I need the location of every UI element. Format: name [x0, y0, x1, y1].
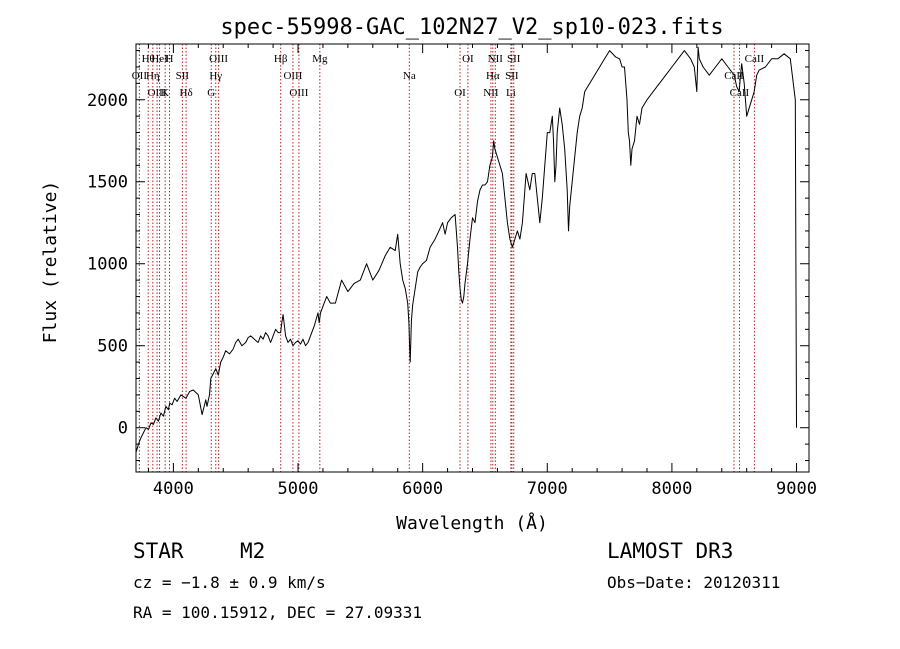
marker-label: Hβ: [274, 53, 288, 65]
marker-label: Hδ: [180, 87, 193, 99]
x-axis-label: Wavelength (Å): [396, 512, 548, 534]
object-subclass: M2: [240, 539, 266, 563]
marker-label: OIII: [148, 87, 167, 99]
y-tick-label: 0: [118, 419, 128, 439]
y-axis-ticks: 0 500 1000 1500 2000: [87, 50, 809, 462]
marker-label: NII: [488, 53, 504, 65]
y-tick-label: 500: [97, 337, 128, 357]
x-tick-label: 6000: [402, 479, 443, 499]
chart-title: spec-55998-GAC_102N27_V2_sp10-023.fits: [220, 15, 723, 40]
marker-label: SII: [176, 70, 190, 82]
x-tick-label: 4000: [153, 479, 194, 499]
redshift-cz: cz = −1.8 ± 0.9 km/s: [133, 573, 326, 592]
marker-label: H: [166, 53, 174, 65]
marker-label: Hθ: [142, 53, 155, 65]
x-tick-label: 9000: [776, 479, 817, 499]
marker-label: Li: [506, 87, 516, 99]
marker-label: OIII: [209, 53, 228, 65]
marker-label: Mg: [312, 53, 328, 65]
marker-label: SII: [505, 70, 519, 82]
y-axis-label: Flux (relative): [40, 181, 61, 344]
y-tick-label: 1500: [87, 173, 128, 193]
marker-label: G: [207, 87, 215, 99]
y-tick-label: 1000: [87, 255, 128, 275]
x-axis-ticks: 4000 5000 6000 7000 8000 9000: [147, 44, 817, 499]
observation-date: Obs−Date: 20120311: [607, 573, 781, 592]
emission-line-labels: HθOIIOIIIHeIHηKHSIIHδOIIIHγGHβOIIIOIIIMg…: [132, 53, 765, 99]
marker-label: K: [161, 87, 169, 99]
spectrum-line: [135, 46, 797, 453]
plot-frame: [135, 43, 810, 473]
spectrum-series: [135, 46, 797, 453]
marker-label: OIII: [283, 70, 302, 82]
coordinates: RA = 100.15912, DEC = 27.09331: [133, 603, 422, 622]
object-class: STAR: [133, 539, 184, 563]
marker-label: Na: [403, 70, 416, 82]
x-tick-label: 8000: [651, 479, 692, 499]
x-tick-label: 7000: [527, 479, 568, 499]
y-tick-label: 2000: [87, 91, 128, 111]
emission-line-markers: [138, 44, 755, 472]
marker-label: OI: [462, 53, 474, 65]
marker-label: Hα: [486, 70, 500, 82]
marker-label: SII: [507, 53, 521, 65]
x-tick-label: 5000: [278, 479, 319, 499]
marker-label: Hγ: [209, 70, 222, 82]
marker-label: OI: [454, 87, 466, 99]
marker-label: OIII: [289, 87, 308, 99]
marker-label: HeI: [151, 53, 168, 65]
marker-label: Hη: [146, 70, 160, 82]
survey-name: LAMOST DR3: [607, 539, 734, 563]
marker-label: CaII: [745, 53, 765, 65]
marker-label: NII: [483, 87, 499, 99]
